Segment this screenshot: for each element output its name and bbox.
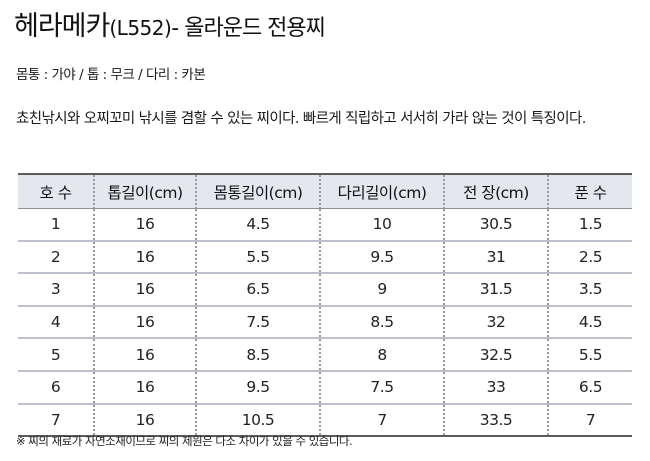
header-size: 호 수 bbox=[18, 173, 94, 209]
cell-total-length: 33 bbox=[443, 370, 548, 405]
header-leg-length: 다리길이(cm) bbox=[319, 173, 444, 209]
table-row: 6 16 9.5 7.5 33 6.5 bbox=[18, 370, 632, 405]
product-model: (L552) bbox=[109, 16, 172, 40]
cell-leg-length: 10 bbox=[319, 208, 444, 242]
cell-total-length: 32.5 bbox=[443, 338, 548, 372]
product-name: 헤라메카 bbox=[14, 11, 110, 42]
cell-total-length: 32 bbox=[443, 305, 548, 340]
cell-body-length: 7.5 bbox=[195, 305, 320, 340]
spec-table-header-row: 호 수 톱길이(cm) 몸통길이(cm) 다리길이(cm) 전 장(cm) 푼 … bbox=[18, 173, 632, 209]
cell-weight: 2.5 bbox=[547, 240, 632, 275]
table-row: 7 16 10.5 7 33.5 7 bbox=[18, 403, 632, 438]
cell-total-length: 33.5 bbox=[443, 403, 548, 438]
cell-body-length: 10.5 bbox=[195, 403, 320, 438]
product-subtitle: - 올라운드 전용찌 bbox=[171, 16, 326, 41]
cell-weight: 4.5 bbox=[547, 305, 632, 340]
disclaimer-note: ※ 찌의 재료가 자연소재이므로 찌의 제원은 다소 차이가 있을 수 있습니다… bbox=[16, 434, 353, 448]
cell-size: 3 bbox=[18, 273, 94, 307]
cell-top-length: 16 bbox=[93, 240, 196, 275]
cell-weight: 5.5 bbox=[547, 338, 632, 372]
cell-size: 6 bbox=[18, 370, 94, 405]
cell-body-length: 5.5 bbox=[195, 240, 320, 275]
product-title: 헤라메카(L552)- 올라운드 전용찌 bbox=[14, 4, 326, 43]
cell-body-length: 9.5 bbox=[195, 370, 320, 405]
cell-size: 5 bbox=[18, 338, 94, 372]
cell-weight: 3.5 bbox=[547, 273, 632, 307]
cell-leg-length: 9.5 bbox=[319, 240, 444, 275]
cell-body-length: 6.5 bbox=[195, 273, 320, 307]
table-row: 4 16 7.5 8.5 32 4.5 bbox=[18, 305, 632, 340]
cell-weight: 7 bbox=[547, 403, 632, 438]
cell-weight: 6.5 bbox=[547, 370, 632, 405]
cell-body-length: 8.5 bbox=[195, 338, 320, 372]
header-total-length: 전 장(cm) bbox=[443, 173, 548, 209]
cell-size: 1 bbox=[18, 208, 94, 242]
table-row: 1 16 4.5 10 30.5 1.5 bbox=[18, 208, 632, 242]
cell-top-length: 16 bbox=[93, 208, 196, 242]
cell-total-length: 30.5 bbox=[443, 208, 548, 242]
cell-leg-length: 7 bbox=[319, 403, 444, 438]
cell-top-length: 16 bbox=[93, 305, 196, 340]
header-body-length: 몸통길이(cm) bbox=[195, 173, 320, 209]
product-description: 쵸친낚시와 오찌꼬미 낚시를 겸할 수 있는 찌이다. 빠르게 직립하고 서서히… bbox=[16, 111, 586, 127]
header-top-length: 톱길이(cm) bbox=[93, 173, 196, 209]
cell-size: 4 bbox=[18, 305, 94, 340]
cell-top-length: 16 bbox=[93, 370, 196, 405]
cell-size: 2 bbox=[18, 240, 94, 275]
cell-leg-length: 9 bbox=[319, 273, 444, 307]
table-row: 3 16 6.5 9 31.5 3.5 bbox=[18, 273, 632, 307]
cell-weight: 1.5 bbox=[547, 208, 632, 242]
cell-size: 7 bbox=[18, 403, 94, 438]
cell-top-length: 16 bbox=[93, 338, 196, 372]
materials-line: 몸통 : 가야 / 톱 : 무크 / 다리 : 카본 bbox=[16, 67, 206, 83]
cell-top-length: 16 bbox=[93, 273, 196, 307]
cell-total-length: 31 bbox=[443, 240, 548, 275]
cell-leg-length: 8 bbox=[319, 338, 444, 372]
header-weight: 푼 수 bbox=[547, 173, 632, 209]
cell-total-length: 31.5 bbox=[443, 273, 548, 307]
spec-table: 호 수 톱길이(cm) 몸통길이(cm) 다리길이(cm) 전 장(cm) 푼 … bbox=[18, 173, 632, 438]
table-row: 5 16 8.5 8 32.5 5.5 bbox=[18, 338, 632, 372]
table-row: 2 16 5.5 9.5 31 2.5 bbox=[18, 240, 632, 275]
cell-top-length: 16 bbox=[93, 403, 196, 438]
cell-leg-length: 8.5 bbox=[319, 305, 444, 340]
cell-leg-length: 7.5 bbox=[319, 370, 444, 405]
cell-body-length: 4.5 bbox=[195, 208, 320, 242]
